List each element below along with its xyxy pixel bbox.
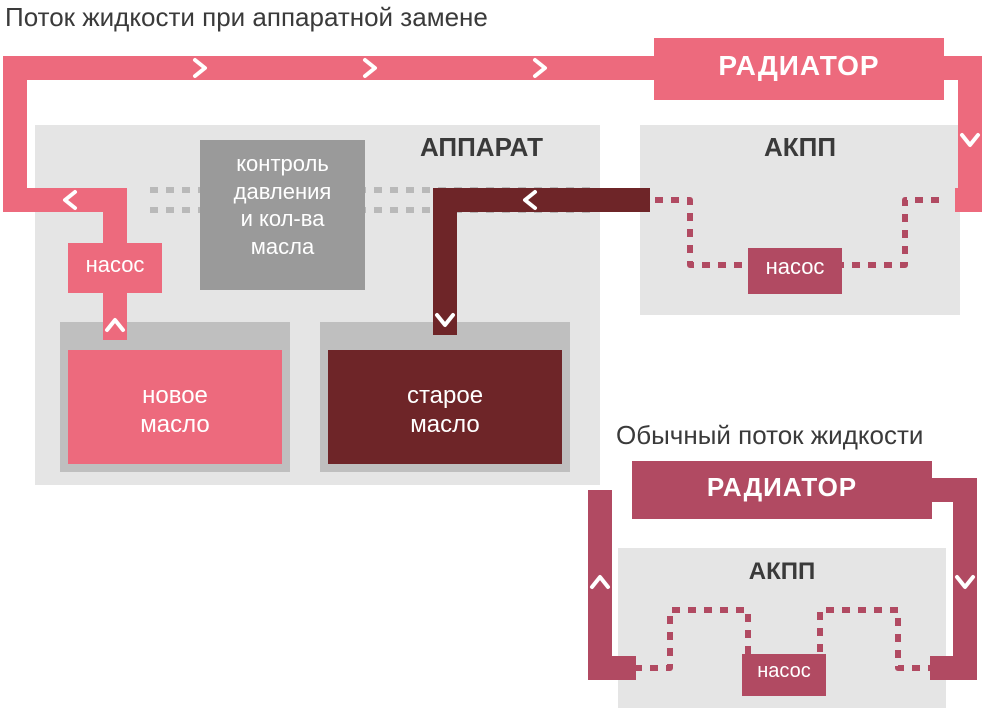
title-main: Поток жидкости при аппаратной замене xyxy=(5,2,488,33)
pump-akpp-top-label: насос xyxy=(748,254,842,280)
old-oil-label: старое масло xyxy=(320,382,570,440)
diagram-stage: Поток жидкости при аппаратной замене РАД… xyxy=(0,0,1000,712)
akpp-top-label: АКПП xyxy=(640,132,960,163)
control-label: контроль давления и кол-ва масла xyxy=(200,150,365,260)
pump-apparat-label: насос xyxy=(68,252,162,278)
apparat-label: АППАРАТ xyxy=(420,132,543,163)
radiator-top-label: РАДИАТОР xyxy=(654,50,944,82)
akpp-bottom-label: АКПП xyxy=(618,558,946,586)
pump-bottom-label: насос xyxy=(742,660,826,683)
new-oil-label: новое масло xyxy=(60,382,290,440)
diagram-svg xyxy=(0,0,1000,712)
radiator-bottom-label: РАДИАТОР xyxy=(632,472,932,503)
title-secondary: Обычный поток жидкости xyxy=(616,420,923,451)
